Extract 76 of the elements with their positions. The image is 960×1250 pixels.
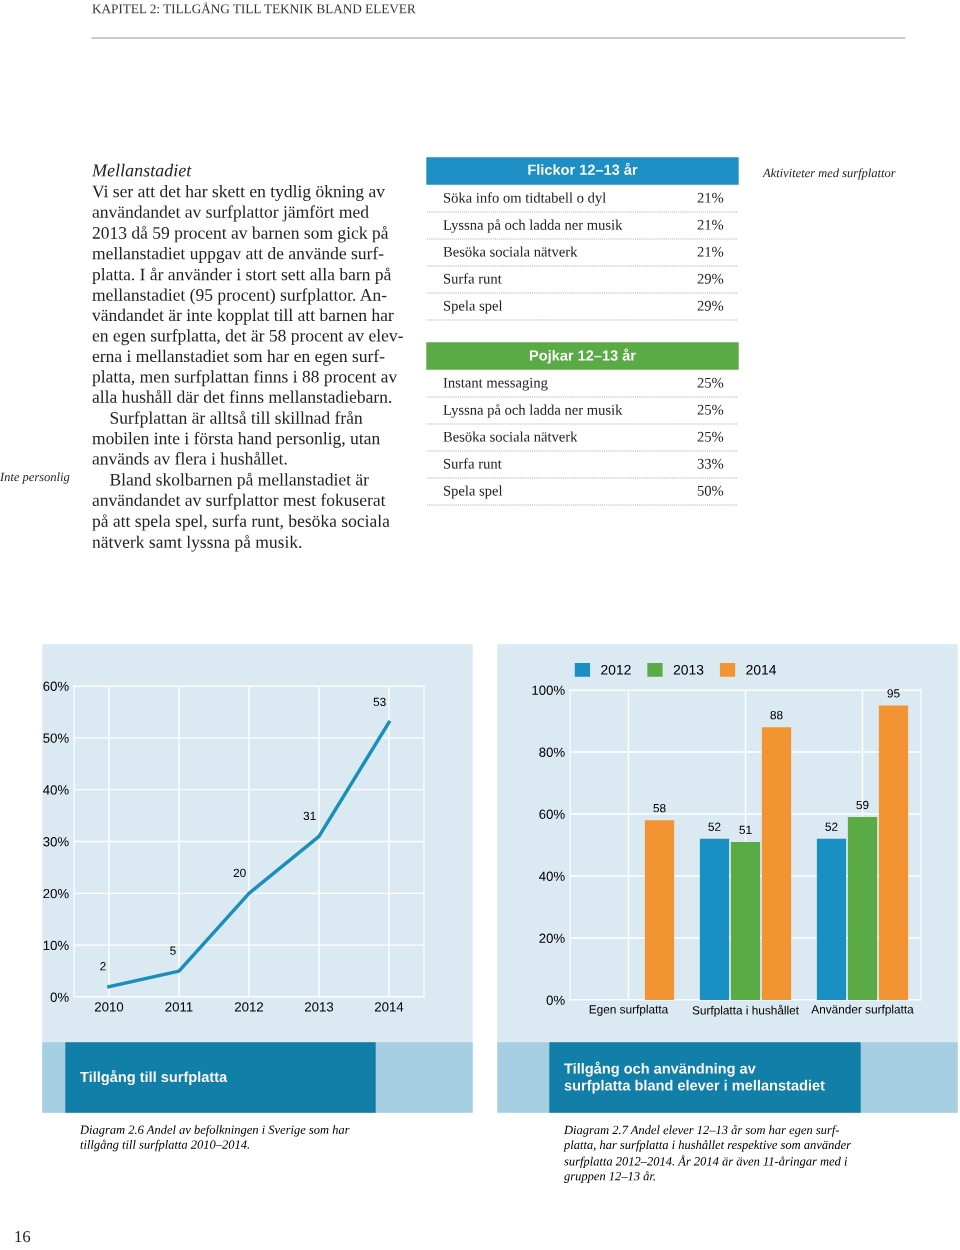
data-label: 95 [887,689,900,698]
y-tick-label: 50% [43,733,69,743]
y-tick-label: 40% [43,785,69,795]
y-tick-label: 100% [532,685,565,695]
text: 33% [697,458,724,469]
text: Flickor 12–13 år [528,162,638,175]
y-tick-label: 40% [539,871,565,881]
bar [730,841,761,1000]
text: Söka info om tidtabell o dyl [443,192,606,206]
text: 25% [697,431,724,442]
data-label: 51 [739,825,752,835]
text: Spela spel [443,300,503,314]
text: Inte personlig [0,472,70,484]
text: 21% [697,192,724,203]
x-tick-label: 2012 [234,1002,264,1012]
bar [878,705,909,1000]
text: Diagram 2.6 Andel av befolkningen i Sverige som har tillgång till surfplatta 2010–2014. [79,1125,350,1152]
bar [847,817,878,1000]
text: KAPITEL 2: TILLGÅNG TILL TEKNIK BLAND ELEVER [92,2,416,14]
y-tick-label: 80% [539,747,565,757]
text: 29% [697,273,724,284]
data-label: 52 [825,822,838,831]
text: 25% [697,404,724,415]
y-tick-label: 30% [43,837,69,847]
text: Vi ser att det har skett en tydlig ökning av användandet av surfplattor jämfört med 2013 då 59 procent av barnen som gick på mellanstadiet uppgav att de använde surf- platta. I år använder i stort sett alla barn på mellanstadiet (95 procent) surfplattor. An- vändandet är inte kopplat till att barnen har en egen surfplatta, det är 58 procent av elev- erna i mellanstadiet som har en egen surf- platta, men surfplattan finns i 88 procent av alla hushåll där det finns mellanstadiebarn. Surfplattan är alltså till skillnad från mobilen inte i första hand personlig, utan används av flera i hushållet. Bland skolbarnen på mellanstadiet är användandet av surfplattor mest fokuserat på att spela spel, surfa runt, besöka sociala nätverk samt lyssna på musik. [92,185,403,552]
bar [816,838,847,1000]
text: Instant messaging [443,377,548,391]
data-label: 52 [708,822,721,831]
y-tick-label: 60% [539,809,565,819]
y-tick-label: 20% [43,888,69,899]
y-tick-label: 60% [43,681,69,691]
legend-label: 2013 [673,664,704,675]
x-tick-label: 2013 [304,1002,334,1012]
text: Tillgång och användning av surfplatta bland elever i mellanstadiet [564,1061,825,1094]
legend-label: 2012 [601,664,631,675]
text: Lyssna på och ladda ner musik [443,404,623,418]
y-tick-label: 20% [539,933,565,943]
x-tick-label: Surfplatta i hushållet [692,1004,799,1017]
text: 50% [697,485,724,496]
data-label: 53 [373,697,386,707]
bar [699,838,730,1000]
bar [644,820,675,1000]
text: 21% [697,219,724,230]
data-label: 5 [170,946,176,955]
x-tick-label: Använder surfplatta [811,1004,914,1016]
data-label: 20 [233,868,246,878]
text: 25% [697,377,724,388]
bar [761,727,792,1000]
text: 21% [697,246,724,257]
text: Aktiviteter med surfplattor [762,168,896,180]
data-label: 31 [303,811,316,821]
line-series [107,720,391,989]
x-tick-label: 2014 [374,1002,404,1012]
text: Tillgång till surfplatta [80,1069,228,1086]
text: Besöka sociala nätverk [443,431,578,442]
text: Mellanstadiet [91,163,192,177]
text: 16 [15,1230,31,1243]
data-label: 59 [856,800,869,810]
text: Lyssna på och ladda ner musik [443,219,623,233]
text: Surfa runt [443,458,502,469]
x-tick-label: 2011 [165,1002,193,1012]
y-tick-label: 0% [546,995,565,1005]
x-tick-label: 2010 [94,1002,124,1012]
text: Surfa runt [443,273,502,284]
y-tick-label: 10% [43,940,69,951]
text: 29% [697,300,724,311]
data-label: 58 [653,803,666,813]
data-label: 2 [100,962,106,971]
data-label: 88 [770,710,783,720]
text: Spela spel [443,485,503,499]
text: Diagram 2.7 Andel elever 12–13 år som har egen surf- platta, har surfplatta i hushållet respektive som använder surfplatta 2012–2014. År 2014 är även 11-åringar med i gruppen 12–13 år. [563,1125,852,1183]
x-tick-label: Egen surfplatta [589,1004,669,1016]
y-tick-label: 0% [50,992,69,1002]
text: Besöka sociala nätverk [443,246,578,257]
text: Pojkar 12–13 år [529,348,636,364]
legend-label: 2014 [746,664,777,675]
